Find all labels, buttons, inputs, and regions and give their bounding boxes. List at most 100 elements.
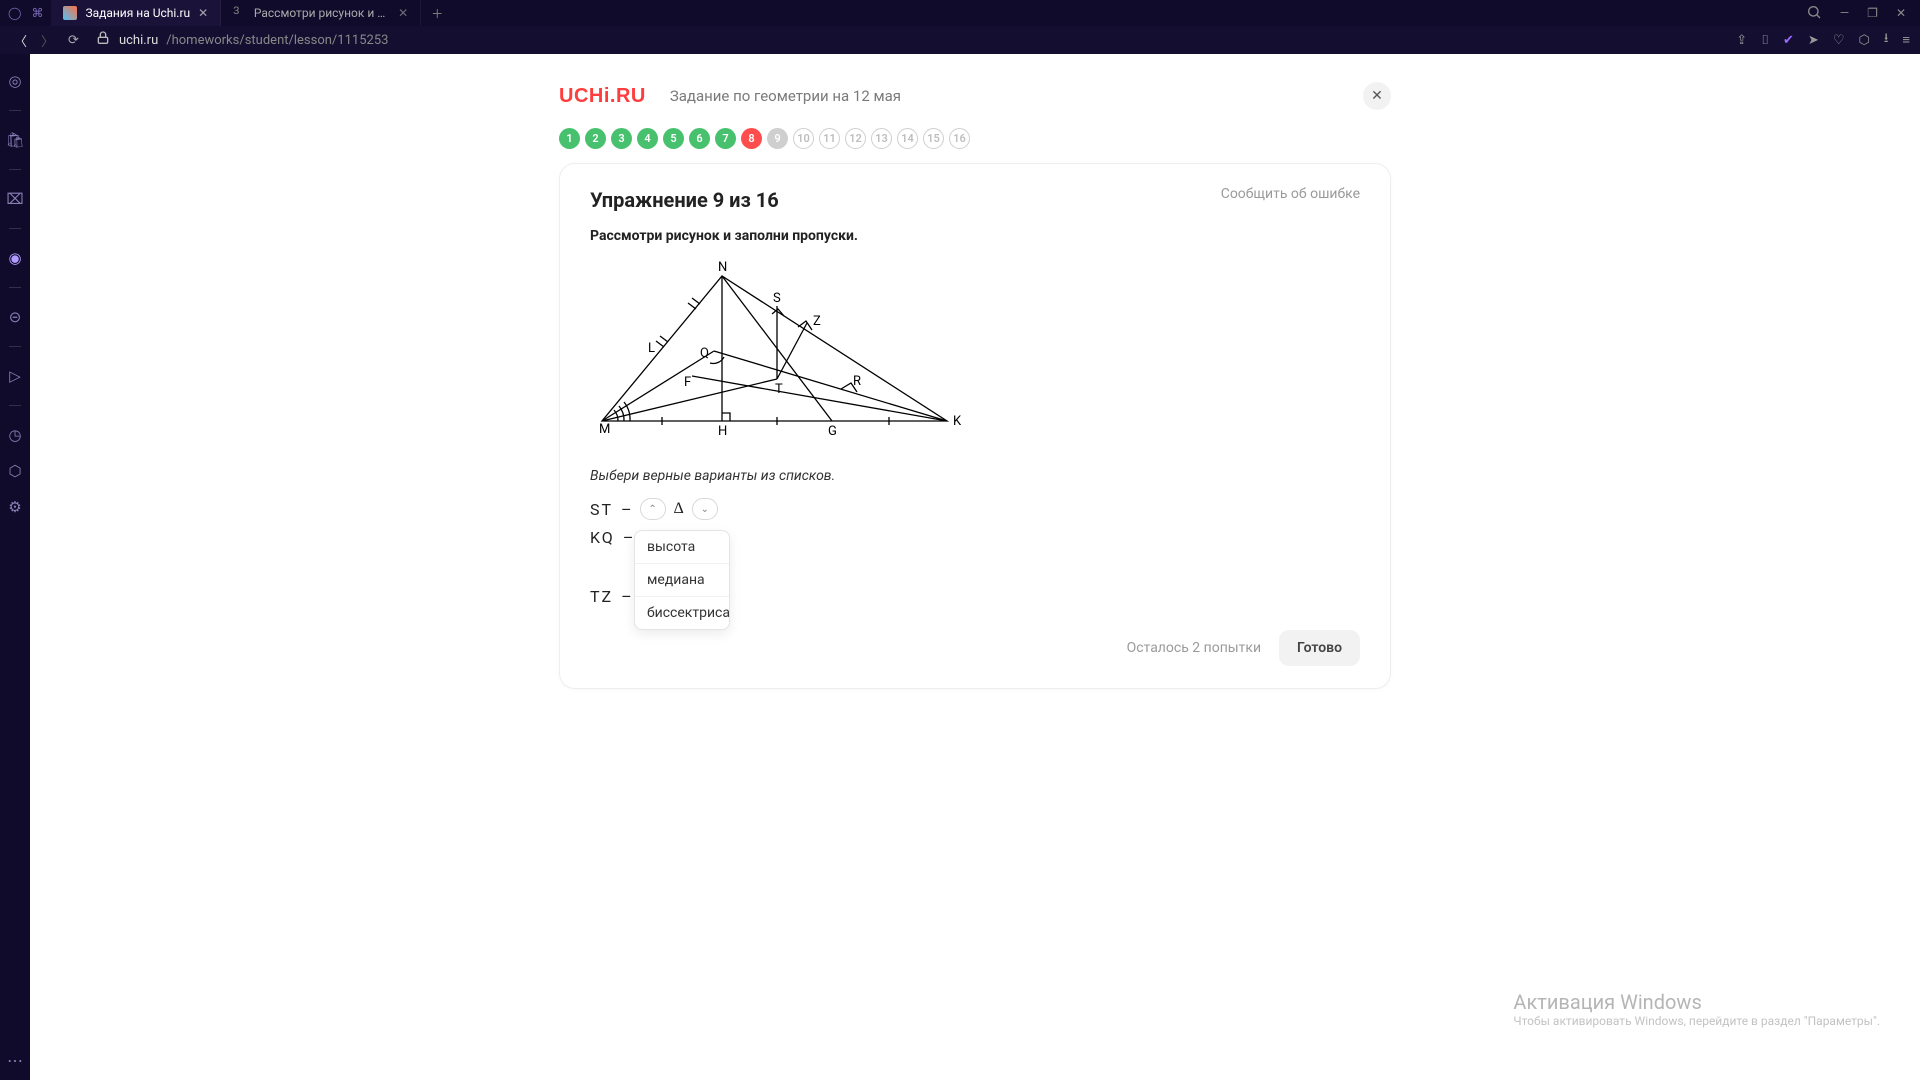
progress-dot[interactable]: 1: [559, 128, 580, 149]
browser-tab-1[interactable]: Задания на Uchi.ru ✕: [51, 0, 221, 26]
svg-text:H: H: [718, 424, 727, 439]
progress-dot[interactable]: 9: [767, 128, 788, 149]
progress-dot[interactable]: 4: [637, 128, 658, 149]
segment-label: KQ: [590, 528, 615, 547]
camera-icon[interactable]: ⌷: [1761, 33, 1769, 48]
stepper-down[interactable]: ⌄: [692, 498, 718, 520]
shield-icon[interactable]: ✔: [1783, 33, 1794, 48]
attempts-left: Осталось 2 попытки: [1127, 640, 1261, 656]
sidebar-history-icon[interactable]: ◷: [6, 426, 24, 444]
sidebar-play-icon[interactable]: ▷: [6, 367, 24, 385]
tab-close-icon[interactable]: ✕: [398, 6, 408, 20]
favicon-icon: [63, 6, 77, 20]
heart-icon[interactable]: ♡: [1833, 33, 1845, 48]
progress-dot[interactable]: 11: [819, 128, 840, 149]
search-icon[interactable]: [1806, 4, 1822, 23]
geometry-diagram: MKNHGQLFTSZR: [592, 256, 962, 446]
close-page-button[interactable]: ✕: [1363, 82, 1391, 110]
progress-dot[interactable]: 12: [845, 128, 866, 149]
os-left-icons: ◯ ⌘: [0, 0, 51, 26]
dropdown-option[interactable]: высота: [635, 531, 729, 563]
progress-dot[interactable]: 15: [923, 128, 944, 149]
nav-controls: 〈 〉 ⟳: [10, 31, 79, 50]
dash: –: [621, 587, 632, 606]
url-display[interactable]: uchi.ru/homeworks/student/lesson/1115253: [95, 30, 389, 50]
close-window-icon[interactable]: ✕: [1896, 6, 1906, 20]
delta-symbol: Δ: [674, 500, 684, 518]
sidebar-more-icon[interactable]: ⋯: [7, 1051, 23, 1070]
sidebar-package-icon[interactable]: ⬡: [6, 462, 24, 480]
svg-text:G: G: [828, 424, 837, 439]
progress-dot[interactable]: 16: [949, 128, 970, 149]
windows-watermark: Активация Windows Чтобы активировать Win…: [1513, 990, 1880, 1028]
task-text: Рассмотри рисунок и заполни пропуски.: [590, 228, 1360, 244]
browser-tab-2[interactable]: З Рассмотри рисунок и зап… ✕: [221, 0, 421, 26]
sidebar-spotify-icon[interactable]: ⊝: [6, 308, 24, 326]
card-footer: Осталось 2 попытки Готово: [590, 630, 1360, 666]
progress-dot[interactable]: 10: [793, 128, 814, 149]
address-bar: 〈 〉 ⟳ uchi.ru/homeworks/student/lesson/1…: [0, 26, 1920, 54]
dropdown-option[interactable]: медиана: [635, 563, 729, 596]
download-icon[interactable]: ⭳: [1884, 29, 1889, 51]
sidebar-home-icon[interactable]: ◎: [6, 72, 24, 90]
tab-title: Рассмотри рисунок и зап…: [254, 6, 390, 20]
submit-button[interactable]: Готово: [1279, 630, 1360, 666]
stepper-up[interactable]: ⌃: [640, 498, 666, 520]
sidebar-settings-icon[interactable]: ⚙: [6, 498, 24, 516]
new-tab-button[interactable]: ＋: [421, 0, 453, 26]
tab-close-icon[interactable]: ✕: [198, 6, 208, 20]
browser-tabs: Задания на Uchi.ru ✕ З Рассмотри рисунок…: [51, 0, 421, 26]
cube-icon[interactable]: ⬡: [1858, 33, 1869, 48]
svg-text:Q: Q: [700, 346, 709, 361]
dropdown-option[interactable]: биссектриса: [635, 596, 729, 629]
progress-dot[interactable]: 13: [871, 128, 892, 149]
tab-title: Задания на Uchi.ru: [85, 6, 190, 20]
segment-label: TZ: [590, 587, 613, 606]
opera-gx-icon: ◯: [8, 6, 21, 20]
maximize-icon[interactable]: ❐: [1867, 6, 1878, 20]
discord-icon: ⌘: [31, 6, 43, 20]
svg-text:Z: Z: [813, 314, 821, 329]
svg-text:M: M: [599, 422, 610, 437]
progress-dots: 12345678910111213141516: [559, 128, 1391, 149]
back-button[interactable]: 〈: [14, 31, 27, 50]
addressbar-actions: ⇪ ⌷ ✔ ➤ ♡ ⬡ ⭳ ≡: [1736, 29, 1910, 51]
forward-button[interactable]: 〉: [41, 31, 54, 50]
hint-text: Выбери верные варианты из списков.: [590, 468, 1360, 484]
menu-icon[interactable]: ≡: [1902, 32, 1910, 48]
progress-dot[interactable]: 2: [585, 128, 606, 149]
reload-button[interactable]: ⟳: [68, 33, 79, 48]
main-layout: ◎ 🛍 ⌧ ◉ ⊝ ▷ ◷ ⬡ ⚙ ⋯ UCHi.RU Задание по г…: [0, 54, 1920, 1080]
svg-text:K: K: [953, 414, 962, 429]
send-icon[interactable]: ➤: [1808, 33, 1819, 48]
site-logo[interactable]: UCHi.RU: [559, 85, 646, 108]
favicon-icon: З: [233, 6, 246, 20]
titlebar: ◯ ⌘ Задания на Uchi.ru ✕ З Рассмотри рис…: [0, 0, 1920, 26]
progress-dot[interactable]: 5: [663, 128, 684, 149]
dash: –: [623, 528, 634, 547]
sidebar-shopping-icon[interactable]: 🛍: [6, 131, 24, 149]
svg-text:T: T: [775, 382, 783, 397]
dash: –: [621, 500, 632, 519]
progress-dot[interactable]: 6: [689, 128, 710, 149]
report-error-link[interactable]: Сообщить об ошибке: [1221, 186, 1360, 202]
watermark-subtitle: Чтобы активировать Windows, перейдите в …: [1513, 1014, 1880, 1028]
sidebar-twitch-icon[interactable]: ⌧: [6, 190, 24, 208]
browser-sidebar: ◎ 🛍 ⌧ ◉ ⊝ ▷ ◷ ⬡ ⚙ ⋯: [0, 54, 30, 1080]
answer-dropdown: высота медиана биссектриса: [634, 530, 730, 630]
progress-dot[interactable]: 14: [897, 128, 918, 149]
svg-text:L: L: [648, 341, 655, 356]
progress-dot[interactable]: 7: [715, 128, 736, 149]
page-content: UCHi.RU Задание по геометрии на 12 мая ✕…: [30, 54, 1920, 1080]
window-controls: ― ❐ ✕: [1792, 0, 1920, 26]
page-header: UCHi.RU Задание по геометрии на 12 мая ✕: [559, 54, 1391, 120]
share-icon[interactable]: ⇪: [1736, 33, 1747, 48]
lock-icon: [95, 30, 111, 50]
progress-dot[interactable]: 8: [741, 128, 762, 149]
sidebar-whatsapp-icon[interactable]: ◉: [6, 249, 24, 267]
minimize-icon[interactable]: ―: [1840, 6, 1849, 20]
exercise-card: Сообщить об ошибке Упражнение 9 из 16 Ра…: [559, 163, 1391, 689]
watermark-title: Активация Windows: [1513, 990, 1880, 1014]
url-host: uchi.ru: [119, 33, 158, 48]
progress-dot[interactable]: 3: [611, 128, 632, 149]
